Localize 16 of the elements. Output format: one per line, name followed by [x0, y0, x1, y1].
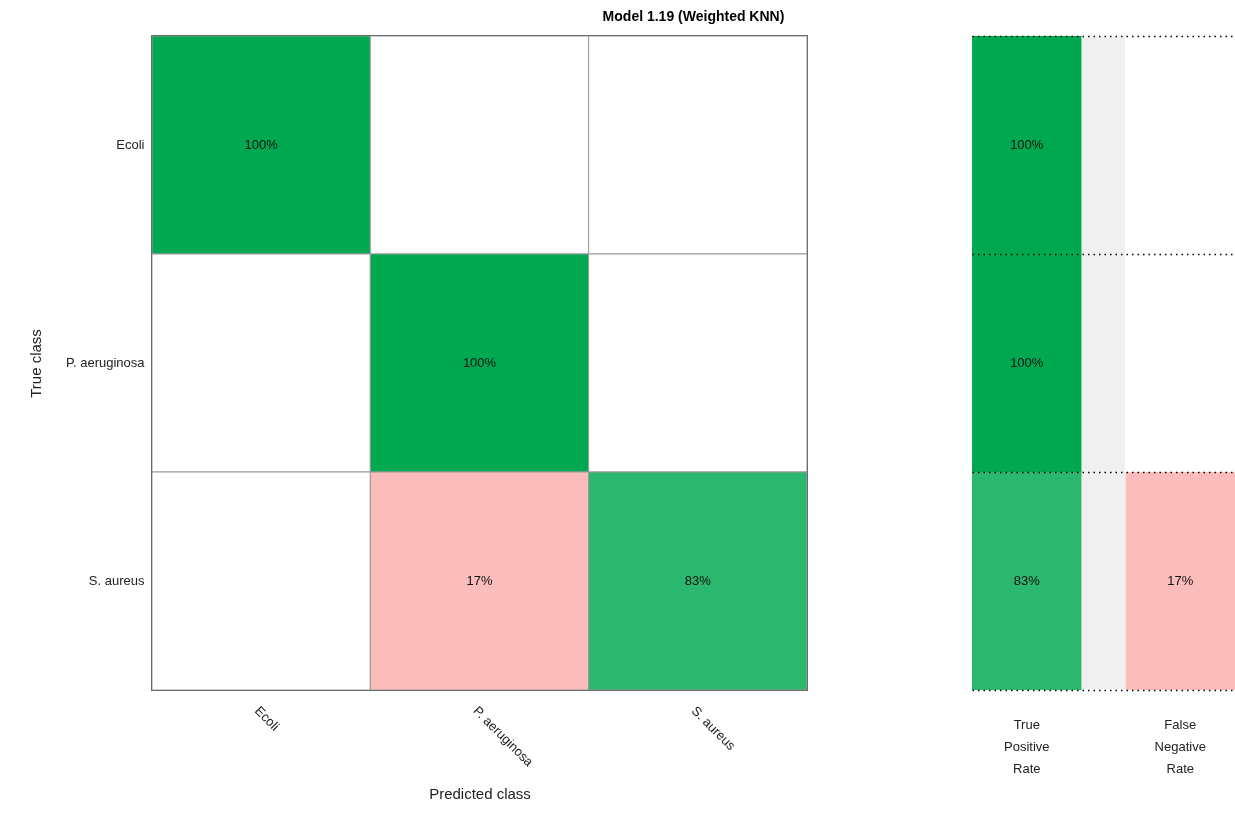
x-tick-label: False Negative Rate — [1154, 716, 1206, 776]
data-label: 100% — [1010, 137, 1044, 152]
data-label: 83% — [1013, 573, 1041, 588]
data-label: 100% — [244, 137, 279, 152]
y-axis-title: True class — [26, 329, 44, 398]
y-tick-label: S. aureus — [88, 573, 145, 588]
data-label: 100% — [1010, 355, 1044, 370]
data-label: 17% — [1167, 573, 1194, 588]
x-axis-title: Predicted class — [429, 785, 531, 803]
x-tick-label: True Positive Rate — [1003, 716, 1050, 776]
data-label: 100% — [462, 355, 497, 370]
y-tick-label: Ecoli — [116, 137, 145, 152]
y-tick-label: P. aeruginosa — [65, 355, 146, 370]
data-label: 17% — [466, 573, 493, 588]
chart-title: Model 1.19 (Weighted KNN) — [601, 8, 786, 24]
data-label: 83% — [684, 573, 712, 588]
